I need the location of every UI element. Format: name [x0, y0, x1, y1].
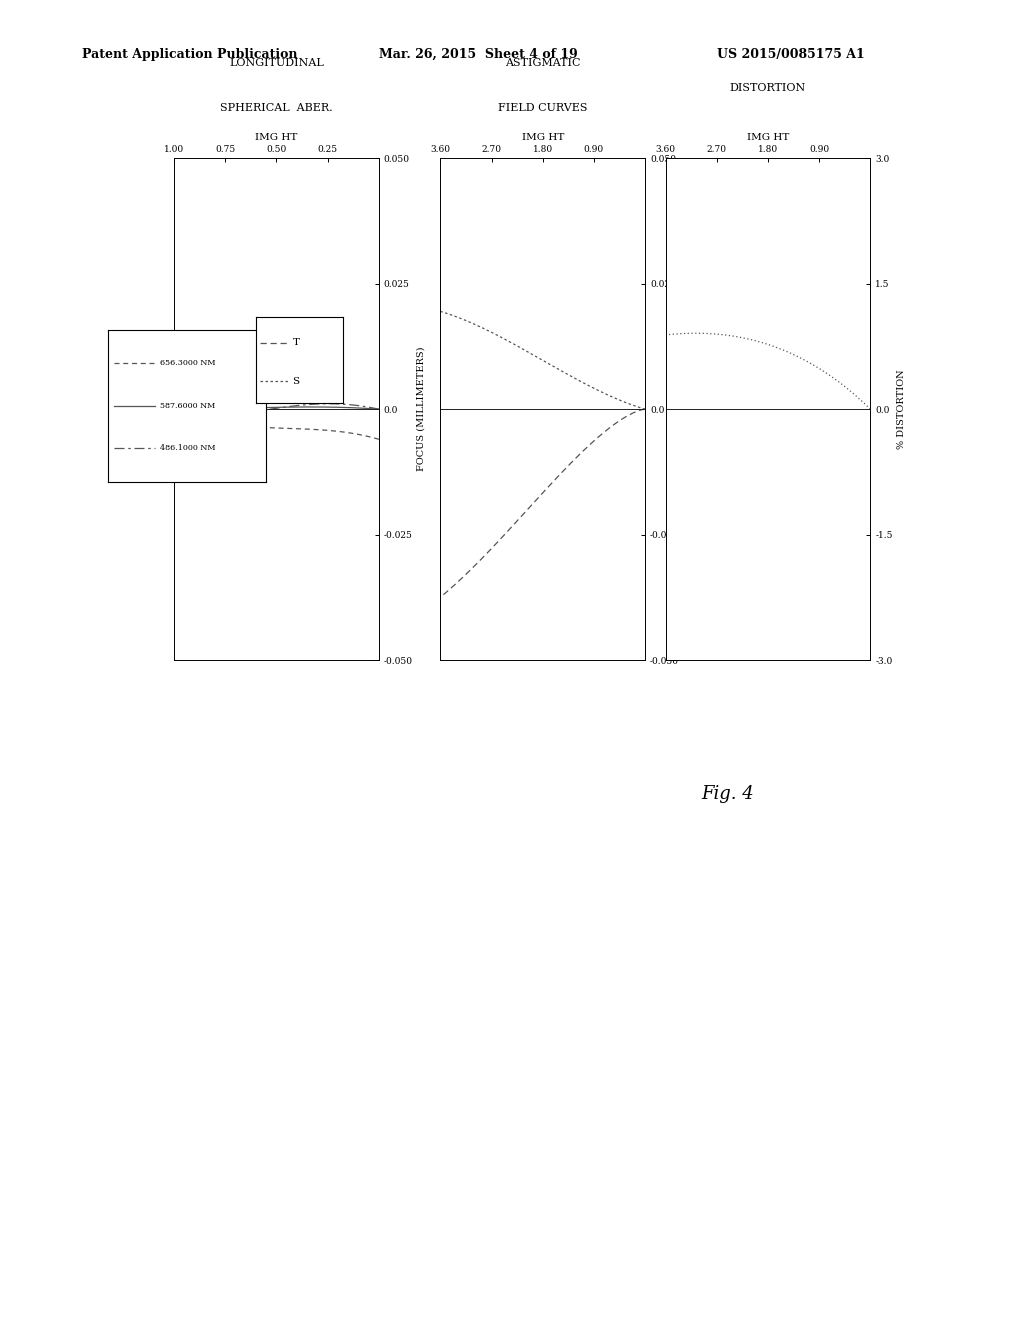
- Text: ASTIGMATIC: ASTIGMATIC: [505, 58, 581, 69]
- Text: FIELD CURVES: FIELD CURVES: [498, 103, 588, 114]
- Y-axis label: FOCUS (MILLIMETERS): FOCUS (MILLIMETERS): [417, 347, 426, 471]
- X-axis label: IMG HT: IMG HT: [521, 133, 564, 143]
- Text: 656.3000 NM: 656.3000 NM: [160, 359, 215, 367]
- Text: LONGITUDINAL: LONGITUDINAL: [229, 58, 324, 69]
- Text: T: T: [293, 338, 300, 347]
- Text: S: S: [293, 376, 300, 385]
- Text: Mar. 26, 2015  Sheet 4 of 19: Mar. 26, 2015 Sheet 4 of 19: [379, 48, 578, 61]
- Text: 587.6000 NM: 587.6000 NM: [160, 401, 215, 411]
- X-axis label: IMG HT: IMG HT: [746, 133, 790, 143]
- Text: Patent Application Publication: Patent Application Publication: [82, 48, 297, 61]
- Y-axis label: FOCUS (MILLIMETERS): FOCUS (MILLIMETERS): [683, 347, 692, 471]
- X-axis label: IMG HT: IMG HT: [255, 133, 298, 143]
- Text: SPHERICAL  ABER.: SPHERICAL ABER.: [220, 103, 333, 114]
- Text: 486.1000 NM: 486.1000 NM: [160, 445, 215, 453]
- Text: DISTORTION: DISTORTION: [730, 83, 806, 94]
- Y-axis label: % DISTORTION: % DISTORTION: [897, 370, 906, 449]
- Text: Fig. 4: Fig. 4: [701, 784, 755, 803]
- Text: US 2015/0085175 A1: US 2015/0085175 A1: [717, 48, 864, 61]
